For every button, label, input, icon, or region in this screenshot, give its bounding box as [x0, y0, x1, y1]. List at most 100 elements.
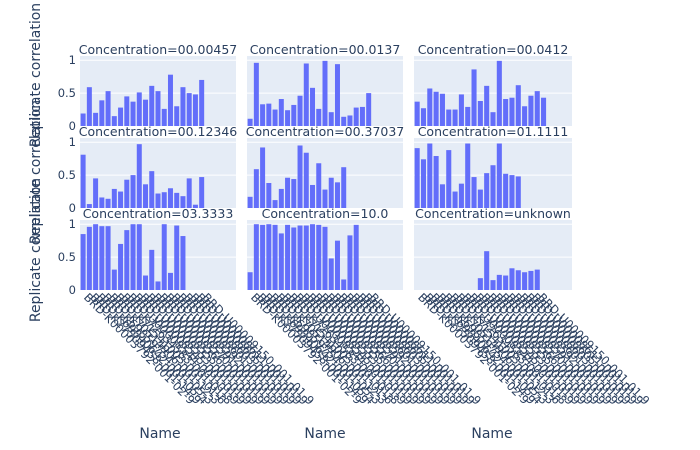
x-tick-labels: BRD-K00003792-001-02-9BRD-K27509458-001-… — [81, 290, 653, 408]
y-tick-label: 0.5 — [58, 168, 76, 182]
bar — [353, 224, 359, 290]
bar — [253, 62, 259, 126]
bar — [167, 272, 173, 290]
bar — [515, 85, 521, 126]
y-axis-title-row1: Replicate correlation — [28, 3, 44, 147]
bar — [490, 165, 496, 208]
bar — [253, 224, 259, 290]
bar — [260, 104, 266, 126]
bar — [149, 85, 155, 126]
x-axis-title-col3: Name — [471, 426, 512, 442]
bar — [272, 224, 278, 290]
bar — [310, 184, 316, 208]
bar — [266, 103, 272, 126]
bar — [484, 85, 490, 126]
bar — [490, 280, 496, 290]
facet-panel-1: Concentration=00.00457 0 0.5 1 — [58, 42, 238, 133]
facet-title: Concentration=00.0412 — [418, 42, 569, 57]
bar — [186, 93, 192, 126]
bar — [130, 175, 136, 208]
bar — [130, 224, 136, 290]
facet-title: Concentration=unknown — [415, 206, 571, 221]
bar — [136, 92, 142, 126]
bar — [310, 87, 316, 126]
bar — [199, 79, 205, 126]
bar — [247, 272, 253, 290]
bar — [484, 251, 490, 290]
bar — [316, 163, 322, 208]
bar — [534, 91, 540, 126]
bar — [143, 184, 149, 208]
bar — [155, 281, 161, 290]
bar — [503, 173, 509, 208]
bar — [105, 226, 111, 290]
bar — [174, 192, 180, 208]
bar — [509, 97, 515, 126]
bar — [118, 107, 124, 126]
facet-title: Concentration=00.00457 — [79, 42, 238, 57]
bar — [278, 99, 284, 126]
bar — [199, 177, 205, 208]
bar — [285, 177, 291, 208]
facet-title: Concentration=03.3333 — [83, 206, 234, 221]
facet-title: Concentration=00.12346 — [79, 124, 238, 139]
bar — [192, 204, 198, 208]
bar — [99, 197, 105, 208]
bar — [247, 118, 253, 126]
bar — [477, 101, 483, 126]
y-tick-label: 1 — [69, 135, 76, 149]
bar — [136, 224, 142, 290]
y-tick-label: 1 — [69, 217, 76, 231]
facet-title: Concentration=10.0 — [262, 206, 389, 221]
bar — [297, 145, 303, 208]
bar — [143, 99, 149, 126]
facet-panel-7: Concentration=03.3333 0 0.5 1 — [58, 206, 236, 297]
bar — [420, 159, 427, 208]
bar — [124, 179, 130, 208]
bar — [297, 225, 303, 290]
bar — [341, 279, 347, 290]
bar — [167, 74, 173, 126]
x-axis-title-col1: Name — [139, 426, 180, 442]
bar — [161, 192, 167, 208]
bar — [86, 204, 92, 208]
bar — [471, 69, 477, 126]
bar — [452, 191, 458, 208]
bar — [260, 224, 266, 290]
bar — [316, 108, 322, 126]
bar — [515, 176, 521, 208]
bar — [99, 226, 105, 290]
bar — [496, 143, 502, 208]
bar — [439, 93, 445, 126]
bar — [458, 94, 464, 126]
bar — [272, 200, 278, 208]
bar — [143, 275, 149, 290]
bar — [118, 243, 124, 290]
bar — [446, 150, 452, 208]
bar — [347, 115, 353, 126]
bar — [484, 173, 490, 208]
bar — [303, 225, 309, 290]
bar — [161, 108, 167, 126]
bar — [414, 101, 420, 126]
bar — [316, 224, 322, 290]
y-tick-label: 1 — [69, 53, 76, 67]
bar — [541, 97, 547, 126]
bar — [347, 235, 353, 290]
bar — [253, 169, 259, 208]
bar — [359, 106, 365, 126]
bar — [522, 272, 528, 290]
bar — [155, 91, 161, 126]
facet-title: Concentration=00.0137 — [250, 42, 401, 57]
bar — [291, 227, 297, 290]
bar — [334, 64, 340, 126]
bar — [174, 225, 180, 290]
bar — [93, 224, 99, 290]
bar — [528, 95, 534, 126]
bar — [496, 274, 502, 290]
bar — [297, 95, 303, 126]
bar — [285, 224, 291, 290]
bar — [328, 112, 334, 126]
bar — [180, 87, 186, 126]
bar — [458, 183, 464, 208]
